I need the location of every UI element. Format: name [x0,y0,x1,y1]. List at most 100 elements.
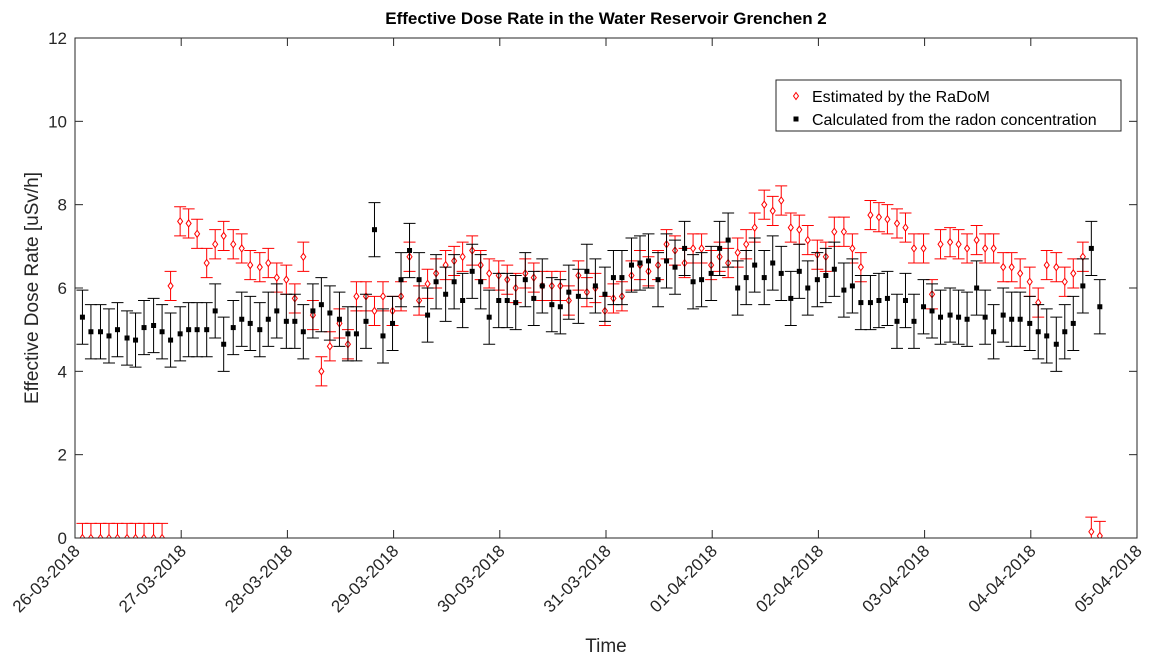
data-point [770,260,776,266]
x-tick-label: 26-03-2018 [9,541,84,616]
data-point [424,279,431,289]
data-point [221,341,227,347]
x-tick-label: 27-03-2018 [115,541,190,616]
data-point [778,270,784,276]
data-point [592,283,598,289]
data-point [725,237,731,243]
data-point [664,258,670,264]
data-point [717,245,723,251]
data-point [1062,329,1068,335]
data-point [982,244,989,253]
data-point [265,258,272,268]
data-point [857,262,864,272]
data-point [150,533,157,538]
data-point [1017,316,1023,322]
data-point [194,327,200,333]
data-point [247,320,253,326]
data-point [946,237,954,247]
data-point [124,335,130,341]
chart-title: Effective Dose Rate in the Water Reservo… [385,9,827,28]
data-point [884,295,890,301]
data-point [708,270,714,276]
data-point [566,289,572,295]
data-point [379,291,387,301]
data-point [575,293,581,299]
data-point [371,306,378,316]
data-point [247,260,254,270]
data-point [167,281,174,291]
data-point [326,341,333,351]
data-point [610,275,616,281]
data-point [238,244,245,253]
data-point [751,223,758,232]
data-point [929,308,935,314]
data-point [849,244,856,253]
data-point [698,244,705,253]
data-point [1009,316,1015,322]
data-point [140,533,148,538]
data-point [87,533,95,538]
data-point [522,277,528,283]
data-point [743,239,750,249]
data-point [902,223,909,232]
data-point [230,325,236,331]
error-bar [156,522,169,538]
data-point [1035,329,1041,335]
data-point [991,329,997,335]
data-point [549,302,555,308]
data-point [1008,262,1015,272]
data-point [97,533,104,538]
data-point [345,331,351,337]
data-point [318,366,325,376]
data-point [743,275,749,281]
data-point [469,268,475,274]
y-axis-label: Effective Dose Rate [uSv/h] [22,172,43,404]
data-point [761,200,768,210]
data-point [407,248,413,253]
x-tick-label: 30-03-2018 [434,541,509,616]
data-point [735,285,741,291]
data-point [300,329,306,335]
data-point [141,325,147,331]
data-point [256,262,263,272]
data-point [699,277,705,283]
data-point [204,327,210,333]
data-point [637,260,643,266]
x-tick-label: 31-03-2018 [540,541,615,616]
data-point [1017,269,1024,278]
plot-marks [76,185,1106,538]
data-point [504,298,510,303]
x-tick-label: 28-03-2018 [221,541,296,616]
x-tick-label: 02-04-2018 [752,541,827,616]
data-point [318,302,324,308]
data-point [283,318,289,324]
data-point [220,231,227,241]
data-point [486,269,493,278]
data-point [893,219,901,228]
data-point [921,304,927,310]
data-point [884,214,891,224]
data-point [300,252,307,262]
data-point [875,212,883,222]
data-point [114,327,120,333]
data-point [602,291,608,297]
data-point [831,227,838,237]
data-point [531,295,537,301]
data-point [273,273,280,282]
data-point [920,244,927,253]
data-point [239,316,245,322]
data-point [867,300,873,306]
data-point [788,295,794,301]
data-point [88,329,94,335]
data-point [151,323,157,328]
data-point [628,262,634,268]
data-point [804,235,811,245]
data-point [159,329,165,335]
data-point [990,244,997,253]
data-point [752,262,758,268]
data-point [327,310,333,316]
data-point [849,283,855,289]
data-point [911,318,917,324]
legend-marker [792,91,800,101]
